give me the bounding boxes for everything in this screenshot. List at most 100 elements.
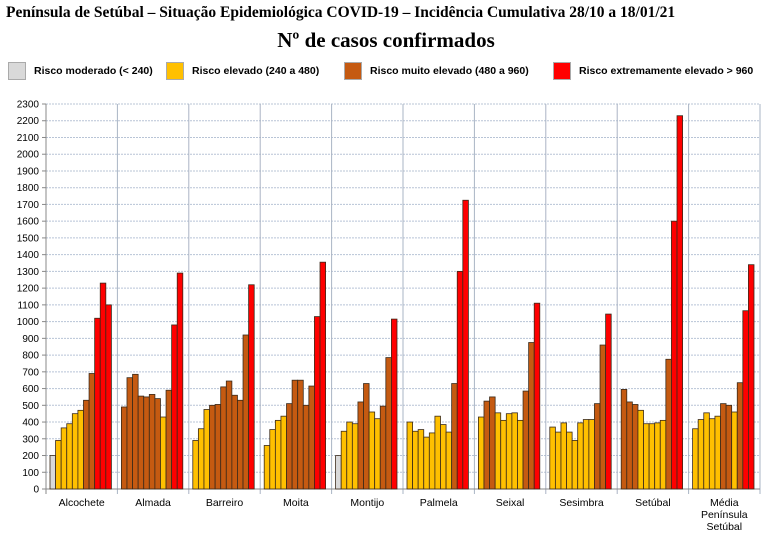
bar <box>314 316 321 490</box>
bar <box>451 383 458 490</box>
x-tick-label: Setúbal <box>706 521 742 533</box>
bar <box>456 270 464 490</box>
y-tick-label: 0 <box>33 485 39 496</box>
legend-label: Risco elevado (240 a 480) <box>192 65 320 77</box>
bar <box>462 199 469 490</box>
bar <box>160 416 167 490</box>
bar <box>703 412 710 490</box>
legend-item-moderado: Risco moderado (< 240) <box>8 62 153 80</box>
y-tick-label: 300 <box>22 434 39 445</box>
y-tick-label: 1400 <box>17 250 40 261</box>
bar <box>659 419 667 490</box>
x-tick-label: Montijo <box>350 497 384 509</box>
bar <box>379 405 387 490</box>
bar <box>274 419 282 490</box>
x-tick-label: Seixal <box>496 497 525 509</box>
bar <box>494 412 502 490</box>
bar <box>720 403 727 490</box>
bar <box>631 404 639 490</box>
bar <box>83 399 90 490</box>
bar <box>192 440 199 490</box>
bar <box>209 404 216 490</box>
bar <box>176 272 184 490</box>
chart-subtitle: Nº de casos confirmados <box>277 28 495 52</box>
bar <box>483 400 490 490</box>
bar <box>643 423 650 490</box>
bar <box>237 399 244 490</box>
bar <box>731 411 738 490</box>
bar <box>528 342 535 490</box>
x-tick-label: Setúbal <box>635 497 671 509</box>
bar <box>351 423 359 490</box>
bar <box>412 430 419 490</box>
bar <box>280 415 287 490</box>
bar <box>77 409 84 490</box>
bar <box>577 422 584 490</box>
bar <box>406 421 413 490</box>
bar <box>385 357 392 490</box>
bar <box>94 317 101 490</box>
bar <box>203 409 210 490</box>
legend-item-extremamente-elevado: Risco extremamente elevado > 960 <box>553 62 753 80</box>
bar <box>489 396 496 490</box>
bar <box>340 430 348 490</box>
bar <box>594 403 601 490</box>
bar <box>736 382 744 490</box>
bar <box>676 115 684 490</box>
y-tick-label: 800 <box>22 351 39 362</box>
bar <box>440 424 447 490</box>
bar <box>88 373 96 490</box>
bar <box>220 386 227 490</box>
bar <box>725 404 733 490</box>
bar <box>588 419 595 490</box>
bar <box>60 427 68 490</box>
y-tick-label: 200 <box>22 451 39 462</box>
bar <box>522 390 530 490</box>
bar <box>500 419 507 490</box>
bar <box>533 302 541 490</box>
bar <box>368 411 376 490</box>
bar <box>748 264 755 490</box>
bar <box>297 379 304 490</box>
x-tick-label: Palmela <box>420 497 458 509</box>
bar <box>428 432 436 490</box>
bar <box>665 358 672 490</box>
bar <box>391 318 398 490</box>
bar <box>626 401 633 490</box>
x-tick-label: Alcochete <box>59 497 105 509</box>
bar <box>269 429 276 490</box>
bar <box>165 389 173 490</box>
bar <box>654 422 661 490</box>
bar <box>66 423 73 490</box>
bar <box>225 380 233 490</box>
legend-item-muito-elevado: Risco muito elevado (480 a 960) <box>344 62 529 80</box>
y-tick-label: 2000 <box>17 150 40 161</box>
bar <box>231 394 238 490</box>
bar <box>423 436 430 490</box>
bar <box>517 419 524 490</box>
bar <box>171 324 178 490</box>
bar <box>554 431 562 490</box>
bar <box>143 396 150 490</box>
bar <box>197 428 205 490</box>
legend-label: Risco extremamente elevado > 960 <box>579 65 754 77</box>
bar <box>742 310 749 490</box>
legend-label: Risco moderado (< 240) <box>34 65 153 77</box>
y-tick-label: 1600 <box>17 217 40 228</box>
bar <box>714 415 721 490</box>
bar <box>363 383 370 490</box>
x-tick-label: Almada <box>135 497 171 509</box>
legend-swatch <box>8 62 26 80</box>
bar <box>648 423 656 490</box>
bar <box>637 409 644 490</box>
bar <box>708 418 716 490</box>
bar <box>263 445 271 490</box>
y-tick-label: 100 <box>22 468 39 479</box>
y-tick-label: 1100 <box>17 300 39 311</box>
y-tick-label: 1700 <box>17 200 40 211</box>
bar <box>599 344 607 490</box>
bar <box>121 406 128 490</box>
legend-swatch <box>344 62 362 80</box>
